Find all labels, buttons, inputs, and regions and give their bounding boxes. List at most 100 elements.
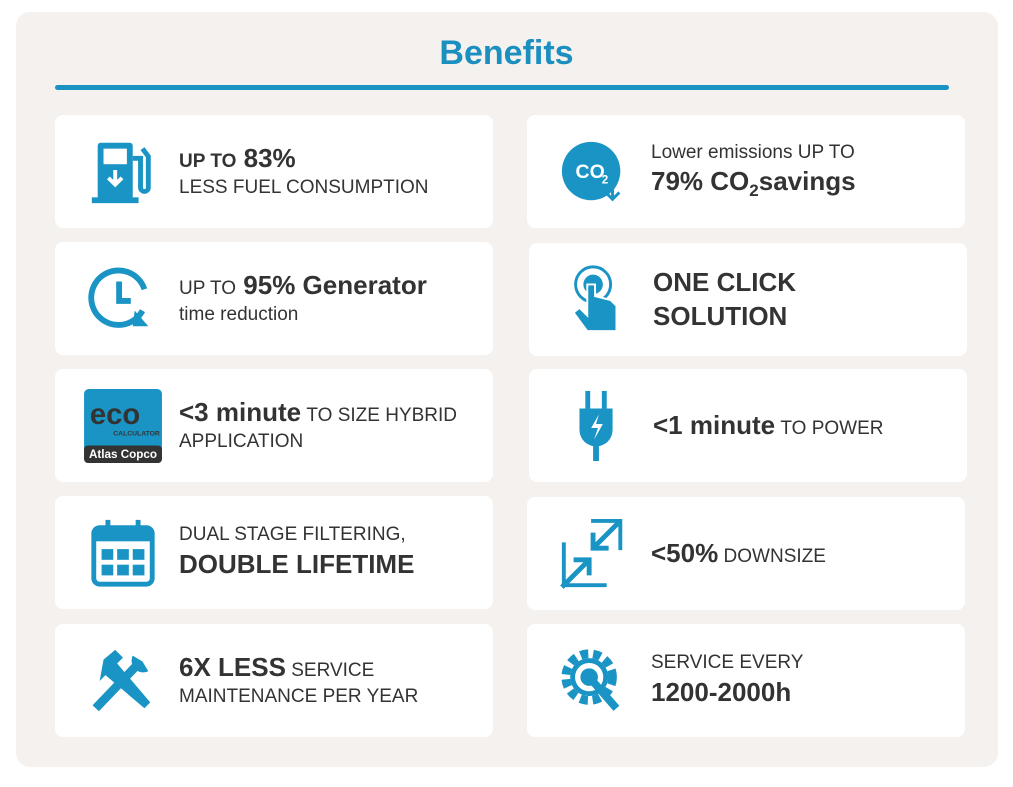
icon-shape [91, 197, 139, 204]
benefit-card: DUAL STAGE FILTERING, DOUBLE LIFETIME [55, 496, 493, 609]
text-line: Lower emissions UP TO [651, 141, 955, 166]
benefit-icon [91, 142, 151, 204]
text-segment: DOUBLE LIFETIME [179, 548, 415, 579]
text-segment: SERVICE [291, 660, 375, 682]
text-segment: DOWNSIZE [723, 545, 826, 567]
text-segment: <3 minute [179, 397, 302, 428]
benefit-text: SERVICE EVERY 1200-2000h [651, 624, 955, 737]
icon-shape [105, 519, 111, 534]
icon-shape [116, 281, 131, 304]
icon-text: 2 [602, 174, 609, 187]
icon-shape [101, 564, 114, 576]
benefit-icon [561, 649, 620, 711]
benefit-icon [579, 390, 613, 462]
benefit-icon: CO2 [561, 141, 621, 202]
text-segment: 6X LESS [179, 652, 286, 683]
text-segment: MAINTENANCE PER YEAR [179, 686, 419, 708]
icon-shape [560, 557, 592, 589]
benefit-icon [91, 519, 155, 587]
icon-shape [101, 549, 114, 560]
benefit-icon [560, 518, 623, 589]
icon-shape [84, 389, 162, 463]
text-segment: UP TO [179, 151, 237, 173]
icon-shape [84, 445, 162, 463]
text-line: DOUBLE LIFETIME [179, 548, 483, 582]
benefit-card: UP TO 83% LESS FUEL CONSUMPTION [55, 115, 493, 228]
text-line: APPLICATION [179, 430, 483, 455]
benefit-icon [92, 649, 151, 712]
text-segment: <1 minute [653, 409, 776, 440]
benefit-icon [88, 267, 149, 328]
benefit-card: 6X LESS SERVICE MAINTENANCE PER YEAR [55, 624, 493, 737]
icon-shape [132, 147, 151, 194]
icon-shape [590, 519, 623, 551]
icon-shape [117, 564, 129, 576]
icon-text: Atlas Copco [89, 448, 157, 461]
text-line: <50% DOWNSIZE [651, 537, 955, 571]
title: Benefits [439, 34, 574, 72]
text-segment: ONE CLICK [653, 266, 796, 297]
icon-shape [107, 170, 124, 188]
title-rule [55, 85, 949, 90]
text-segment: UP TO [179, 278, 237, 300]
text-segment: 83% [243, 143, 296, 174]
text-line: MAINTENANCE PER YEAR [179, 685, 483, 710]
icon-shape [92, 660, 142, 712]
text-line: <1 minute TO POWER [653, 409, 957, 443]
icon-shape [572, 283, 618, 333]
benefit-text: ONE CLICK SOLUTION [653, 243, 957, 356]
text-segment: time reduction [179, 304, 299, 326]
text-line: UP TO 83% [179, 142, 483, 176]
benefit-card: <1 minute TO POWER [529, 369, 967, 482]
text-segment: DUAL STAGE FILTERING, [179, 524, 406, 546]
text-segment: LESS FUEL CONSUMPTION [179, 177, 429, 199]
text-segment: 79% CO [651, 166, 750, 197]
text-line: ONE CLICK [653, 266, 957, 300]
icon-shape [132, 310, 149, 327]
text-line: <3 minute TO SIZE HYBRID [179, 396, 483, 430]
benefit-card: CO 2 Lower emissions UP TO 79% CO2savings [527, 115, 965, 228]
icon-shape [117, 549, 129, 560]
icon-shape [604, 177, 621, 202]
text-line: time reduction [179, 303, 483, 328]
text-segment: savings [758, 166, 856, 197]
icon-shape [131, 655, 149, 673]
benefit-text: UP TO 95% Generator time reduction [179, 242, 483, 355]
text-segment: SOLUTION [653, 300, 788, 331]
text-segment: 1200-2000h [651, 676, 792, 707]
icon-shape [580, 668, 598, 686]
benefit-text: <3 minute TO SIZE HYBRID APPLICATION [179, 369, 483, 482]
icon-shape [99, 649, 151, 709]
icon-text: CALCULATOR [113, 431, 160, 438]
icon-shape [101, 549, 145, 576]
text-line: SERVICE EVERY [651, 651, 955, 676]
icon-shape [132, 549, 145, 560]
icon-shape [601, 390, 607, 409]
text-segment: 2 [749, 181, 759, 201]
benefit-card: SERVICE EVERY 1200-2000h [527, 624, 965, 737]
benefit-card: ONE CLICK SOLUTION [529, 243, 967, 356]
icon-shape [561, 649, 617, 705]
icon-shape [570, 658, 609, 697]
text-segment: Lower emissions UP TO [651, 141, 855, 163]
icon-shape [561, 141, 621, 201]
benefit-icon [572, 265, 618, 333]
icon-shape [103, 148, 127, 165]
icon-shape [593, 445, 599, 462]
icon-shape [585, 390, 591, 409]
text-line: 6X LESS SERVICE [179, 651, 483, 685]
benefit-text: Lower emissions UP TO 79% CO2savings [651, 115, 955, 228]
benefit-text: UP TO 83% LESS FUEL CONSUMPTION [179, 115, 483, 228]
icon-shape [132, 564, 145, 576]
text-segment: APPLICATION [179, 431, 304, 453]
benefit-text: DUAL STAGE FILTERING, DOUBLE LIFETIME [179, 496, 483, 609]
icon-text: eco [90, 399, 140, 431]
icon-shape [93, 527, 153, 542]
text-segment: <50% [651, 537, 719, 568]
icon-shape [91, 525, 155, 587]
text-segment: SERVICE EVERY [651, 652, 804, 674]
benefit-card: UP TO 95% Generator time reduction [55, 242, 493, 355]
text-line: DUAL STAGE FILTERING, [179, 523, 483, 548]
text-line: UP TO 95% Generator [179, 269, 483, 303]
icon-shape [591, 518, 623, 551]
